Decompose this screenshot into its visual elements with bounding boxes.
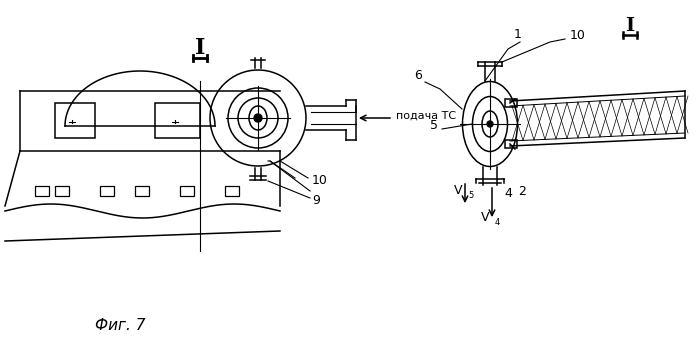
Text: 5: 5	[468, 191, 473, 200]
Text: 10: 10	[312, 174, 328, 188]
Text: Фиг. 7: Фиг. 7	[95, 319, 145, 334]
Text: V: V	[480, 211, 489, 224]
Bar	[55, 103, 95, 138]
Bar	[35, 186, 49, 196]
Text: I: I	[195, 37, 206, 59]
Bar	[505, 140, 517, 148]
Bar	[225, 186, 239, 196]
Text: 10: 10	[570, 29, 586, 42]
Bar	[505, 99, 517, 107]
Circle shape	[254, 114, 262, 122]
Bar	[55, 186, 69, 196]
Text: V: V	[454, 184, 462, 197]
Text: 1: 1	[514, 28, 522, 41]
Circle shape	[487, 121, 493, 127]
Text: 4: 4	[495, 218, 500, 227]
Text: I: I	[626, 17, 635, 35]
Bar	[135, 186, 149, 196]
Text: 2: 2	[518, 185, 526, 198]
Text: 9: 9	[312, 194, 320, 208]
Text: 6: 6	[414, 69, 422, 82]
Bar	[155, 103, 200, 138]
Bar	[180, 186, 194, 196]
Text: 4: 4	[504, 187, 512, 200]
Bar	[100, 186, 114, 196]
Text: подача ТС: подача ТС	[396, 111, 456, 121]
Text: 5: 5	[430, 119, 438, 132]
